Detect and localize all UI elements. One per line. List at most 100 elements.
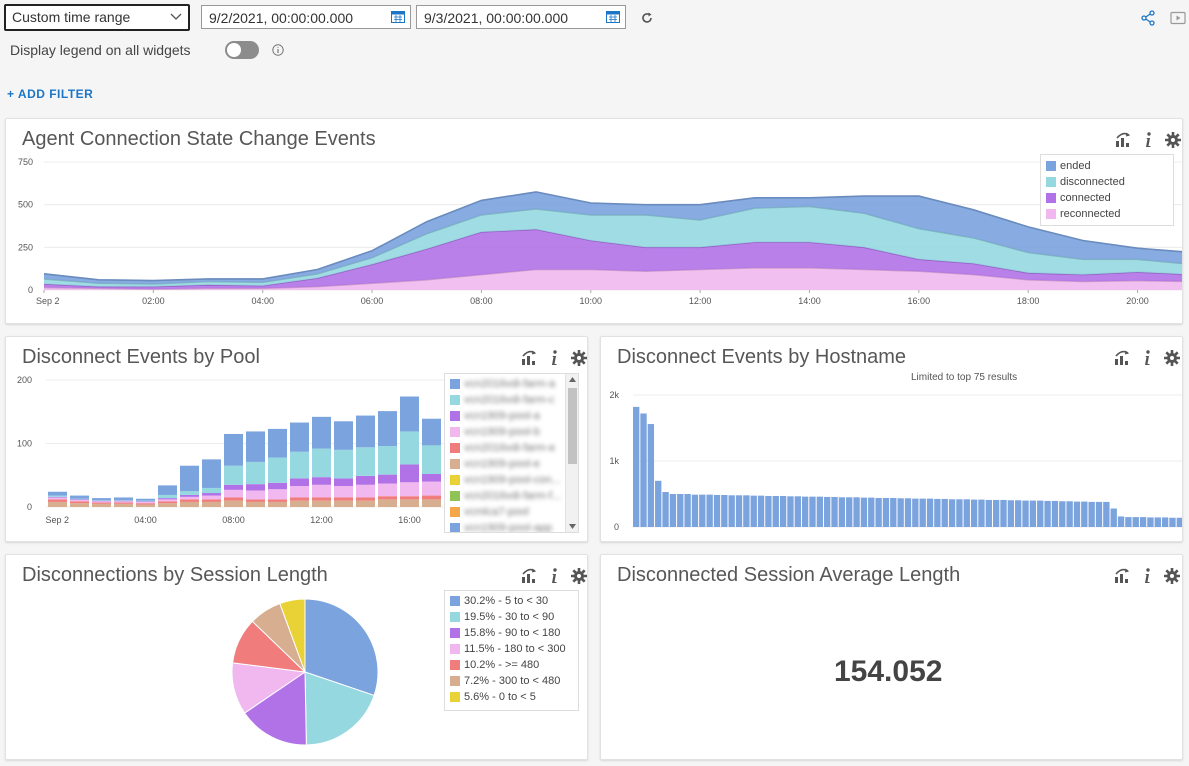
bar-segment bbox=[378, 496, 397, 500]
info-icon[interactable] bbox=[1138, 349, 1156, 367]
gear-icon[interactable] bbox=[570, 349, 588, 367]
info-circle-icon[interactable] bbox=[272, 44, 284, 56]
share-icon[interactable] bbox=[1140, 10, 1156, 26]
legend-swatch bbox=[450, 395, 460, 405]
legend-swatch bbox=[450, 628, 460, 638]
drill-down-icon[interactable] bbox=[1113, 349, 1131, 367]
info-icon[interactable] bbox=[1139, 131, 1157, 149]
scrollbar-thumb[interactable] bbox=[568, 388, 577, 464]
bar-segment bbox=[400, 431, 419, 465]
scroll-up-icon[interactable] bbox=[569, 377, 576, 382]
legend-item[interactable]: vcn1909-pool-a bbox=[445, 408, 578, 424]
legend-item[interactable]: vcn1909-pool-b bbox=[445, 424, 578, 440]
calendar-icon[interactable] bbox=[391, 10, 405, 23]
pool-legend[interactable]: vcn2016vdi-farm-a vcn2016vdi-farm-c vcn190… bbox=[444, 373, 579, 533]
bar bbox=[926, 498, 934, 527]
y-tick-label: 250 bbox=[18, 242, 33, 252]
bar bbox=[1015, 500, 1022, 527]
bar-segment bbox=[92, 500, 111, 502]
bar-segment bbox=[114, 500, 133, 501]
bar-segment bbox=[268, 482, 287, 490]
legend-item[interactable]: 11.5% - 180 to < 300 bbox=[445, 641, 578, 657]
agent-area-chart[interactable]: 0 250 500 750 Sep 2 02:00 04:00 06:00 08:00 10:00… bbox=[6, 119, 1183, 324]
legend-item-ended[interactable]: ended bbox=[1041, 158, 1173, 174]
widget-title: Agent Connection State Change Events bbox=[22, 128, 376, 150]
legend-item[interactable]: vcn2016vdi-farm-a bbox=[445, 376, 578, 392]
legend-swatch bbox=[450, 692, 460, 702]
legend-item-connected[interactable]: connected bbox=[1041, 190, 1173, 206]
scroll-down-icon[interactable] bbox=[569, 524, 576, 529]
info-icon[interactable] bbox=[545, 349, 563, 367]
add-filter-button[interactable]: + ADD FILTER bbox=[7, 87, 94, 101]
gear-icon[interactable] bbox=[1163, 567, 1181, 585]
legend-item[interactable]: 19.5% - 30 to < 90 bbox=[445, 609, 578, 625]
start-date-input[interactable]: 9/2/2021, 00:00:00.000 bbox=[201, 5, 411, 29]
calendar-icon[interactable] bbox=[606, 10, 620, 23]
legend-item-disconnected[interactable]: disconnected bbox=[1041, 174, 1173, 190]
legend-item[interactable]: 10.2% - >= 480 bbox=[445, 657, 578, 673]
gear-icon[interactable] bbox=[570, 567, 588, 585]
drill-down-icon[interactable] bbox=[1114, 131, 1132, 149]
time-range-select[interactable]: Custom time range bbox=[4, 4, 190, 31]
x-tick-label: 02:00 bbox=[142, 296, 165, 306]
legend-item[interactable]: 5.6% - 0 to < 5 bbox=[445, 689, 578, 705]
drill-down-icon[interactable] bbox=[520, 349, 538, 367]
bar-segment bbox=[334, 478, 353, 487]
legend-item[interactable]: vcn2016vdi-farm-c bbox=[445, 392, 578, 408]
drill-down-icon[interactable] bbox=[520, 567, 538, 585]
bar bbox=[728, 495, 735, 527]
legend-scrollbar[interactable] bbox=[565, 374, 578, 532]
pie-slice bbox=[279, 598, 306, 673]
legend-item[interactable]: vcn1909-pool-con... bbox=[445, 472, 578, 488]
legend-item-reconnected[interactable]: reconnected bbox=[1041, 206, 1173, 222]
legend-swatch bbox=[450, 491, 460, 501]
gear-icon[interactable] bbox=[1164, 131, 1182, 149]
bar-segment bbox=[378, 474, 397, 484]
refresh-icon[interactable] bbox=[640, 11, 654, 25]
agent-legend: ended disconnected connected reconnected bbox=[1040, 154, 1174, 226]
widget-title: Disconnect Events by Hostname bbox=[617, 346, 907, 368]
bar bbox=[1103, 501, 1110, 527]
legend-label: vcn2016vdi-farm-f... bbox=[464, 490, 562, 502]
legend-item[interactable]: vcn1909-pool-e bbox=[445, 456, 578, 472]
bar-segment bbox=[180, 465, 199, 492]
bar-segment bbox=[70, 495, 89, 499]
legend-item[interactable]: vcn2016vdi-farm-e bbox=[445, 440, 578, 456]
bar bbox=[647, 424, 655, 527]
gear-icon[interactable] bbox=[1163, 349, 1181, 367]
bar-segment bbox=[158, 498, 177, 500]
legend-item[interactable]: vcn1909-pool-app bbox=[445, 520, 578, 532]
legend-swatch bbox=[450, 676, 460, 686]
bar-segment bbox=[422, 418, 441, 446]
legend-item[interactable]: 15.8% - 90 to < 180 bbox=[445, 625, 578, 641]
bar bbox=[809, 496, 816, 527]
widget-tools bbox=[520, 349, 588, 367]
legend-item[interactable]: 7.2% - 300 to < 480 bbox=[445, 673, 578, 689]
drill-down-icon[interactable] bbox=[1113, 567, 1131, 585]
session-pie-chart[interactable] bbox=[6, 555, 588, 760]
present-icon[interactable] bbox=[1170, 10, 1186, 26]
legend-swatch bbox=[450, 427, 460, 437]
bar-segment bbox=[158, 494, 177, 499]
info-icon[interactable] bbox=[1138, 567, 1156, 585]
bar-segment bbox=[334, 421, 353, 450]
legend-swatch bbox=[450, 612, 460, 622]
legend-item[interactable]: 30.2% - 5 to < 30 bbox=[445, 593, 578, 609]
bar-segment bbox=[136, 503, 155, 505]
legend-item[interactable]: vcn2016vdi-farm-f... bbox=[445, 488, 578, 504]
bar bbox=[662, 492, 669, 527]
bar bbox=[948, 499, 956, 527]
hostname-bar-chart[interactable]: 0 1k 2k bbox=[601, 337, 1183, 542]
legend-item[interactable]: vcmlca7-pool bbox=[445, 504, 578, 520]
bar bbox=[669, 494, 677, 527]
bar bbox=[699, 494, 706, 527]
bar-segment bbox=[136, 501, 155, 504]
info-icon[interactable] bbox=[545, 567, 563, 585]
legend-label: 10.2% - >= 480 bbox=[464, 659, 540, 671]
pie-slice bbox=[304, 671, 375, 746]
bar bbox=[757, 495, 765, 527]
legend-toggle[interactable] bbox=[225, 41, 259, 59]
bar bbox=[677, 494, 684, 527]
widget-title: Disconnected Session Average Length bbox=[617, 564, 961, 586]
end-date-input[interactable]: 9/3/2021, 00:00:00.000 bbox=[416, 5, 626, 29]
